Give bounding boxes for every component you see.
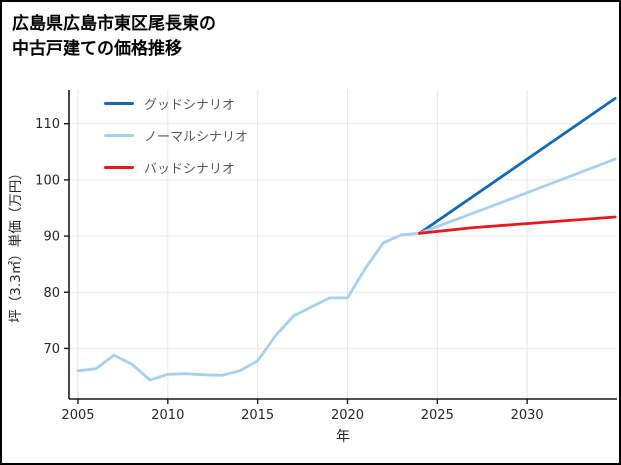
x-axis-label: 年 (336, 429, 350, 445)
good-scenario-line-swatch (104, 101, 134, 106)
bad-scenario-line-swatch (104, 165, 134, 170)
x-tick-label: 2020 (331, 408, 364, 423)
chart-title-line1: 広島県広島市東区尾長東の (12, 14, 216, 34)
legend: グッドシナリオ ノーマルシナリオ バッドシナリオ (104, 94, 248, 177)
y-tick-label: 80 (43, 286, 60, 301)
series-line-bad (417, 215, 617, 235)
y-axis-label: 坪（3.3㎡）単価（万円） (8, 166, 24, 322)
legend-label-bad: バッドシナリオ (144, 162, 236, 177)
x-tick-label: 2025 (421, 408, 454, 423)
series-line-normal (417, 157, 617, 235)
x-tick-label: 2015 (241, 408, 274, 423)
y-tick-label: 70 (43, 342, 60, 357)
legend-item-normal: ノーマルシナリオ (104, 126, 248, 145)
chart-title: 広島県広島市東区尾長東の 中古戸建ての価格推移 (12, 12, 216, 61)
legend-label-good: グッドシナリオ (144, 98, 236, 113)
chart-title-line2: 中古戸建ての価格推移 (12, 38, 182, 59)
series-line-history (76, 231, 421, 382)
y-tick-label: 110 (35, 117, 60, 132)
normal-scenario-line-swatch (104, 133, 134, 138)
x-tick-label: 2005 (61, 408, 94, 423)
x-tick-label: 2030 (511, 408, 544, 423)
y-tick-label: 90 (43, 230, 60, 245)
legend-label-normal: ノーマルシナリオ (144, 130, 249, 145)
price-trend-chart: 2005 2010 2015 2020 2025 2030 70 80 90 100 110 年 坪（3… (8, 90, 617, 445)
y-tick-label: 100 (35, 173, 60, 188)
series-line-good (417, 96, 617, 235)
legend-item-good: グッドシナリオ (104, 94, 248, 113)
x-tick-label: 2010 (151, 408, 184, 423)
legend-item-bad: バッドシナリオ (104, 158, 248, 177)
